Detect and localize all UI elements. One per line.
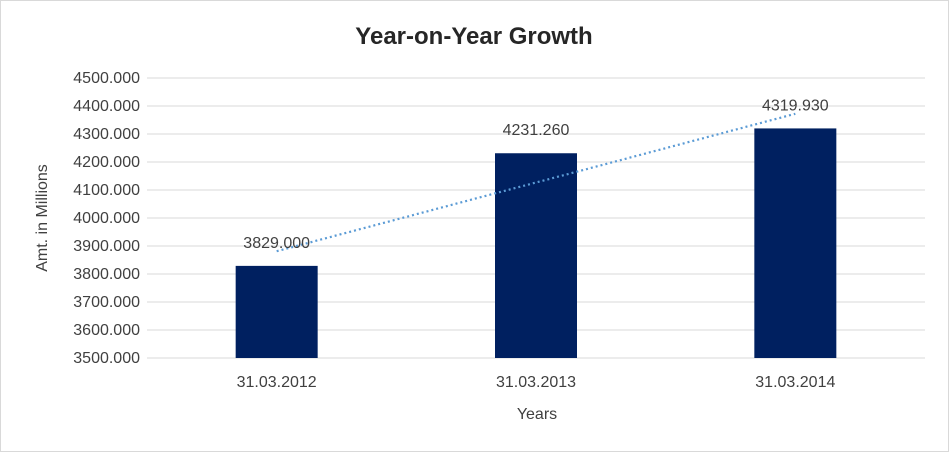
data-label: 3829.000: [243, 235, 310, 252]
y-tick-label: 4500.000: [73, 70, 140, 87]
bars: [235, 128, 837, 358]
y-axis-label: Amt. in Millions: [34, 164, 51, 272]
data-label: 4319.930: [762, 97, 829, 114]
data-label: 4231.260: [503, 122, 570, 139]
y-tick-label: 4000.000: [73, 210, 140, 227]
y-tick-label: 4100.000: [73, 182, 140, 199]
y-tick-label: 3700.000: [73, 294, 140, 311]
y-tick-label: 4200.000: [73, 154, 140, 171]
y-axis-ticks: 3500.000 3600.000 3700.000 3800.000 3900.000…: [73, 70, 140, 367]
bar: [495, 153, 577, 358]
bar: [754, 128, 837, 358]
bar: [235, 265, 318, 358]
y-tick-label: 4300.000: [73, 126, 140, 143]
chart-title: Year-on-Year Growth: [355, 23, 592, 50]
y-tick-label: 3800.000: [73, 266, 140, 283]
y-tick-label: 3600.000: [73, 322, 140, 339]
y-tick-label: 3500.000: [73, 350, 140, 367]
x-tick-label: 31.03.2013: [496, 374, 576, 391]
x-axis-ticks: 31.03.2012 31.03.2013 31.03.2014: [237, 374, 836, 391]
y-tick-label: 3900.000: [73, 238, 140, 255]
data-labels: 3829.000 4231.260 4319.930: [243, 97, 829, 251]
x-tick-label: 31.03.2012: [237, 374, 317, 391]
x-axis-label: Years: [517, 406, 557, 423]
x-tick-label: 31.03.2014: [755, 374, 835, 391]
y-tick-label: 4400.000: [73, 98, 140, 115]
